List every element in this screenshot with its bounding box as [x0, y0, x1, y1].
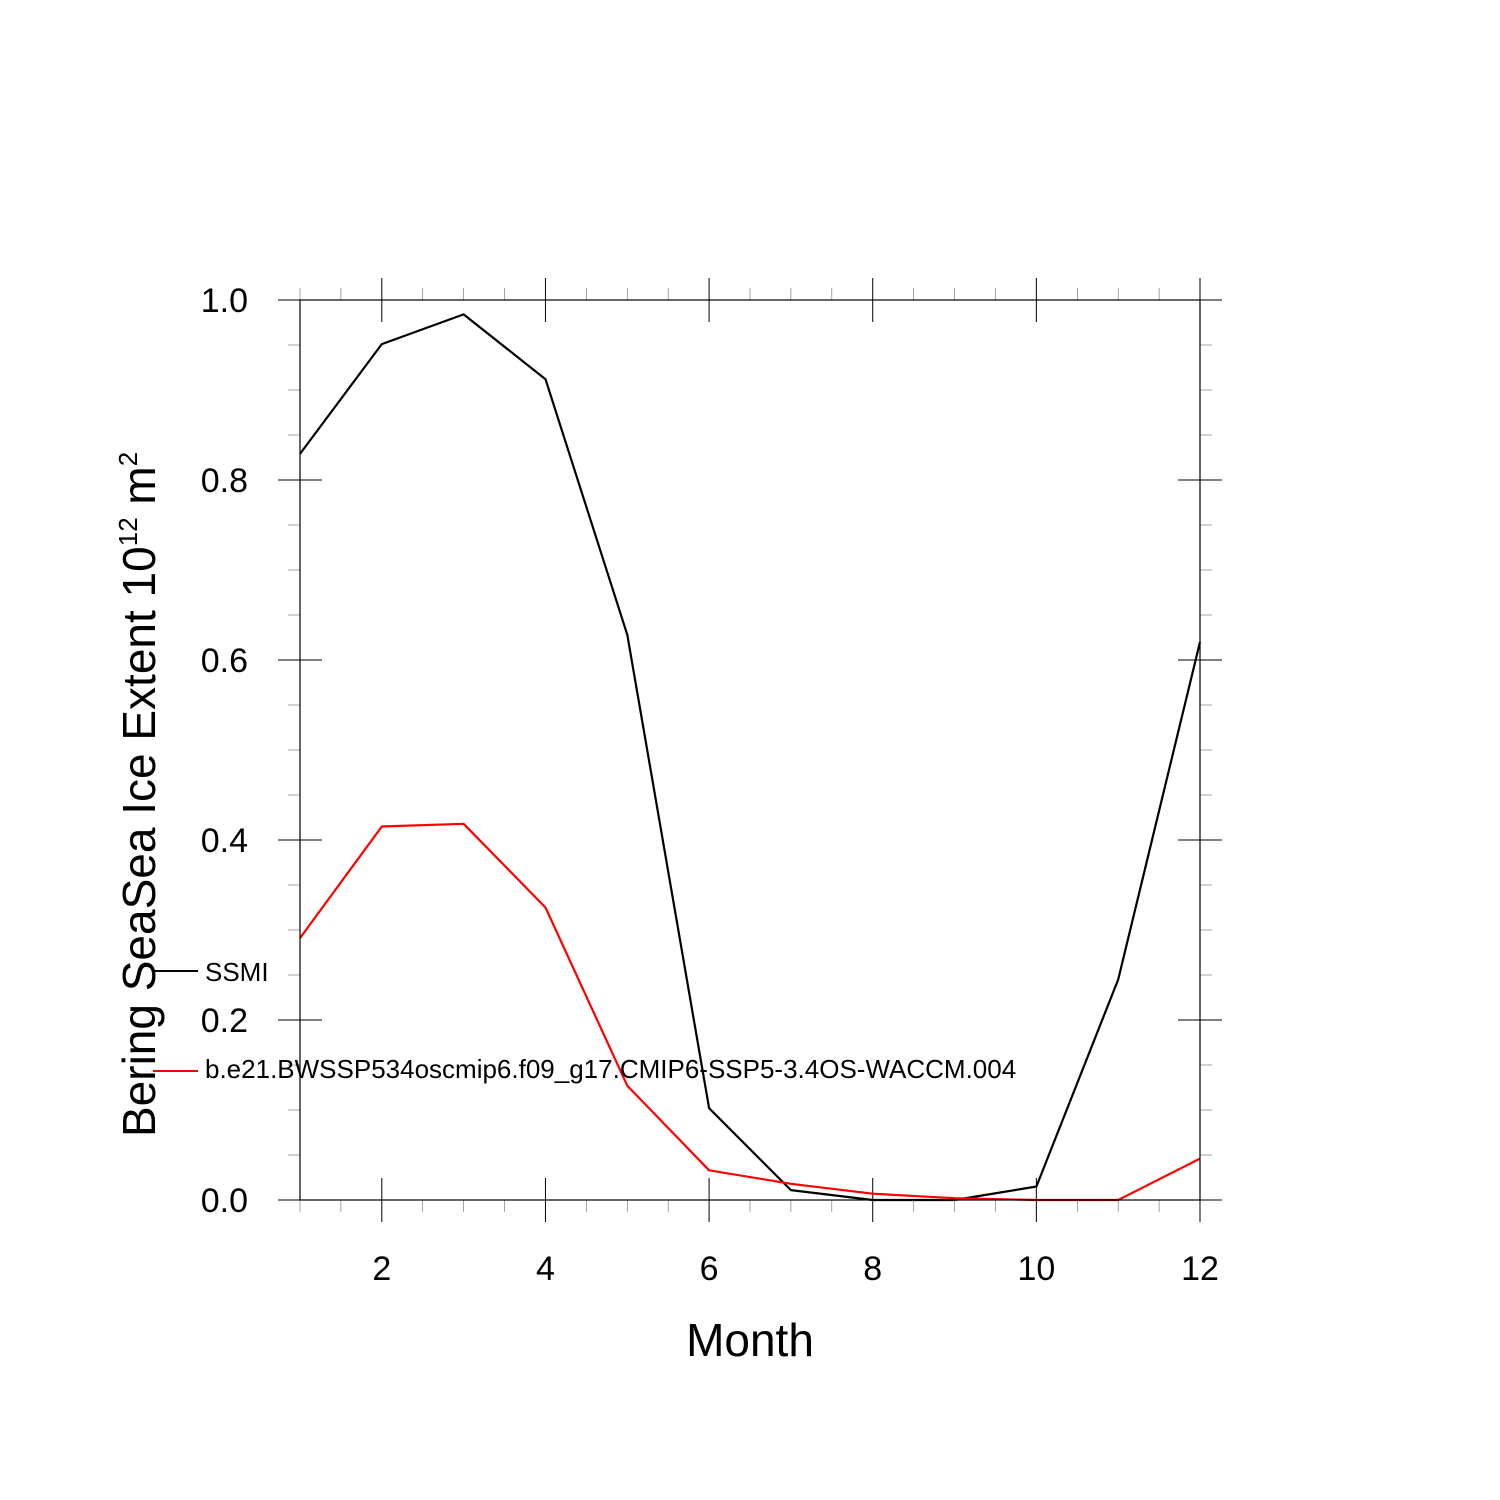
x-tick-label: 4 — [536, 1250, 555, 1288]
y-axis-title-main: Bering SeaSea Ice Extent 10 — [113, 546, 165, 1137]
x-tick-label: 10 — [1017, 1250, 1055, 1288]
x-tick-label: 2 — [372, 1250, 391, 1288]
x-tick-label: 8 — [863, 1250, 882, 1288]
tick-labels: 2 4 6 8 10 12 0.0 0.2 0.4 0.6 0.8 1.0 — [201, 282, 1219, 1288]
x-tick-label: 6 — [700, 1250, 719, 1288]
y-tick-label: 0.0 — [201, 1182, 248, 1220]
x-tick-label: 12 — [1181, 1250, 1219, 1288]
y-axis-title: Bering SeaSea Ice Extent 1012 m2 — [113, 452, 165, 1137]
y-tick-label: 0.2 — [201, 1002, 248, 1040]
legend-label-ssmi: SSMI — [205, 957, 269, 987]
y-axis-title-unit-exponent: 2 — [113, 452, 143, 466]
y-tick-label: 0.8 — [201, 462, 248, 500]
legend-label-model: b.e21.BWSSP534oscmip6.f09_g17.CMIP6-SSP5… — [205, 1054, 1016, 1084]
y-tick-label: 0.4 — [201, 822, 248, 860]
y-tick-label: 0.6 — [201, 642, 248, 680]
series-line-ssmi — [299, 313, 1202, 1202]
x-axis-title: Month — [686, 1314, 814, 1366]
y-axis-title-exponent: 12 — [113, 517, 143, 546]
y-axis-title-unit: m — [113, 466, 165, 517]
legend: SSMI b.e21.BWSSP534oscmip6.f09_g17.CMIP6… — [153, 957, 1016, 1084]
y-tick-label: 1.0 — [201, 282, 248, 320]
plot-frame — [299, 299, 1201, 1201]
